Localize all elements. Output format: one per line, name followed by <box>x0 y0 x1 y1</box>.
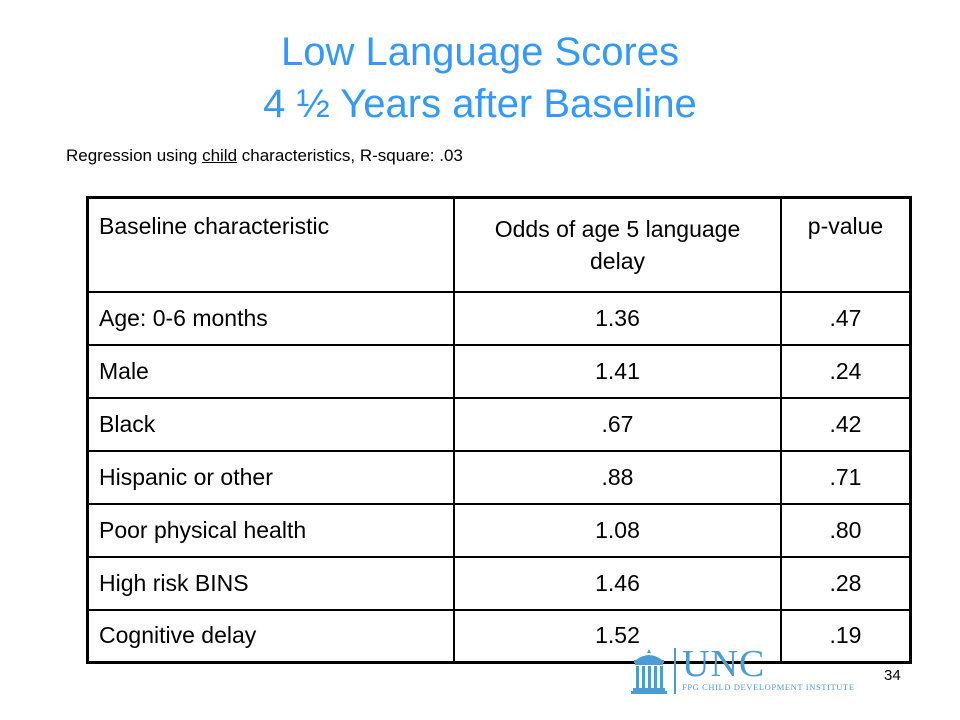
page-number: 34 <box>884 667 901 684</box>
logo-unc-text: UNC <box>682 643 766 685</box>
cell-p-value: .28 <box>780 555 912 611</box>
subtitle-prefix: Regression using <box>66 146 203 165</box>
table-row: Poor physical health 1.08 .80 <box>86 502 912 558</box>
cell-odds: 1.52 <box>453 608 782 664</box>
slide-title: Low Language Scores 4 ½ Years after Base… <box>0 26 960 130</box>
table-row: Age: 0-6 months 1.36 .47 <box>86 290 912 346</box>
cell-characteristic: Poor physical health <box>86 502 455 558</box>
cell-characteristic: High risk BINS <box>86 555 455 611</box>
table-header-row: Baseline characteristic Odds of age 5 la… <box>86 196 912 293</box>
subtitle-underlined: child <box>202 146 238 165</box>
title-line-1: Low Language Scores <box>280 30 680 74</box>
cell-characteristic: Black <box>86 396 455 452</box>
cell-odds: 1.08 <box>453 502 782 558</box>
table-row: Cognitive delay 1.52 .19 <box>86 608 912 664</box>
cell-odds: 1.46 <box>453 555 782 611</box>
cell-p-value: .24 <box>780 343 912 399</box>
table-row: High risk BINS 1.46 .28 <box>86 555 912 611</box>
cell-p-value: .42 <box>780 396 912 452</box>
cell-characteristic: Age: 0-6 months <box>86 290 455 346</box>
cell-p-value: .71 <box>780 449 912 505</box>
cell-characteristic: Hispanic or other <box>86 449 455 505</box>
table-row: Hispanic or other .88 .71 <box>86 449 912 505</box>
subtitle-suffix: characteristics, R-square: .03 <box>237 146 463 165</box>
results-table: Baseline characteristic Odds of age 5 la… <box>86 196 912 664</box>
cell-odds: .67 <box>453 396 782 452</box>
cell-odds: 1.36 <box>453 290 782 346</box>
table-row: Male 1.41 .24 <box>86 343 912 399</box>
logo-divider <box>674 648 676 694</box>
unc-fpg-logo: UNC FPG CHILD DEVELOPMENT INSTITUTE <box>630 643 882 694</box>
header-characteristic: Baseline characteristic <box>86 196 455 293</box>
cell-p-value: .47 <box>780 290 912 346</box>
header-odds: Odds of age 5 language delay <box>453 196 782 293</box>
slide-subtitle: Regression using child characteristics, … <box>66 146 463 166</box>
cell-characteristic: Cognitive delay <box>86 608 455 664</box>
cell-p-value: .19 <box>780 608 912 664</box>
cell-characteristic: Male <box>86 343 455 399</box>
cell-odds: .88 <box>453 449 782 505</box>
title-line-2: 4 ½ Years after Baseline <box>263 82 697 126</box>
header-p-value: p-value <box>780 196 912 293</box>
cell-odds: 1.41 <box>453 343 782 399</box>
old-well-icon <box>631 649 667 694</box>
cell-p-value: .80 <box>780 502 912 558</box>
table-row: Black .67 .42 <box>86 396 912 452</box>
logo-tagline: FPG CHILD DEVELOPMENT INSTITUTE <box>682 682 855 692</box>
